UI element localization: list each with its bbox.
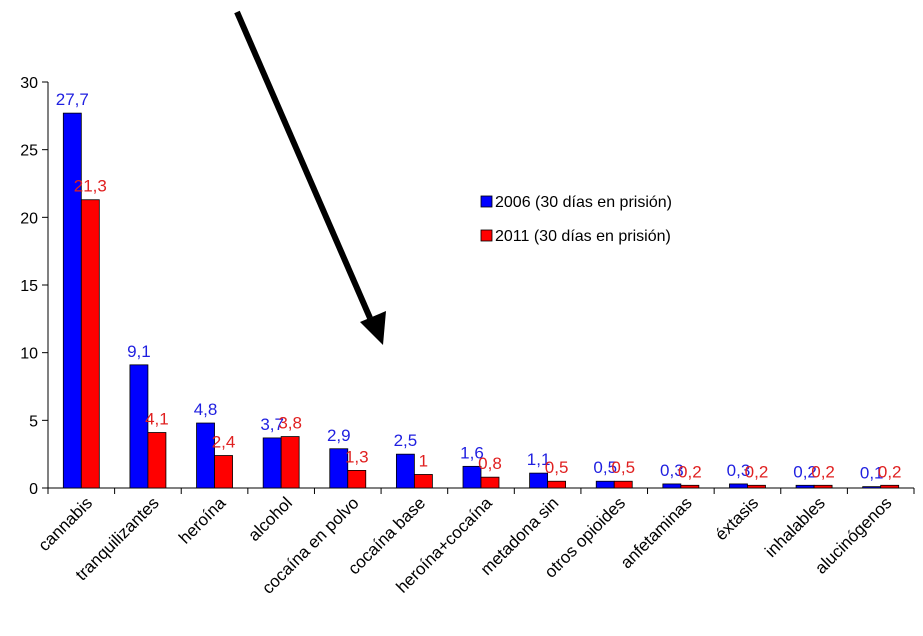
bar-2011-11 (813, 484, 833, 489)
data-label-2006-4: 2,9 (327, 426, 351, 445)
x-category-label: heroína (175, 493, 230, 548)
y-tick-label: 0 (29, 481, 38, 498)
chart-data-labels: 27,79,14,83,72,9 2,51,6 1,1 0,5 0,3 0,3 0,2 0,1… (56, 90, 902, 483)
legend-swatch-2011 (480, 229, 493, 242)
bar-2006-9 (662, 483, 682, 489)
data-label-2011-6: 0,8 (478, 454, 502, 473)
bar-2011-8 (613, 480, 633, 489)
data-label-2006-3: 3,7 (260, 415, 284, 434)
bar-2011-6 (480, 476, 500, 489)
bar-2011-2 (214, 455, 233, 489)
y-tick-label: 10 (20, 346, 38, 363)
y-tick-label: 5 (29, 413, 38, 430)
legend-swatch-2006 (480, 195, 493, 208)
data-label-2011-3: 3,8 (278, 414, 302, 433)
x-category-label: cannabis (35, 493, 97, 555)
bar-2011-12 (880, 484, 900, 489)
bar-2011-0 (80, 199, 100, 489)
data-label-2011-2: 2,4 (212, 433, 236, 452)
x-category-label: éxtasis (711, 493, 762, 544)
data-label-2006-8: 0,5 (593, 458, 617, 477)
y-tick-label: 30 (20, 75, 38, 92)
bar-2006-4 (329, 448, 349, 489)
data-label-2006-1: 9,1 (127, 342, 151, 361)
y-tick-label: 15 (20, 278, 38, 295)
y-tick-label: 25 (20, 143, 38, 160)
data-label-2011-5: 1 (419, 451, 428, 470)
data-label-2011-1: 4,1 (145, 410, 169, 429)
data-label-2006-12: 0,1 (860, 464, 884, 483)
data-label-2011-12: 0,2 (878, 462, 902, 481)
data-label-2006-11: 0,2 (793, 462, 817, 481)
x-category-label: alcohol (244, 493, 296, 545)
data-label-2011-0: 21,3 (74, 177, 107, 196)
data-label-2006-2: 4,8 (194, 400, 218, 419)
bar-2011-7 (547, 480, 567, 489)
chart-bars (62, 112, 900, 489)
chart-legend: 2006 (30 días en prisión) 2011 (30 días e… (480, 194, 672, 245)
legend-label-2006: 2006 (30 días en prisión) (495, 194, 672, 211)
data-label-2006-5: 2,5 (394, 431, 418, 450)
bar-2011-3 (280, 436, 300, 489)
chart-axes: 0 5 10 15 20 25 30 (20, 75, 915, 498)
bar-2006-11 (795, 484, 815, 489)
bar-2006-3 (262, 437, 282, 489)
data-label-2006-7: 1,1 (527, 450, 551, 469)
bar-2006-8 (595, 480, 615, 489)
data-label-2006-10: 0,3 (727, 461, 751, 480)
bar-2011-1 (147, 432, 167, 489)
bar-2011-9 (680, 484, 700, 489)
data-label-2011-7: 0,5 (545, 458, 569, 477)
data-label-2011-9: 0,2 (678, 462, 702, 481)
bar-2006-1 (129, 364, 149, 489)
x-category-label: anfetaminas (617, 493, 696, 572)
annotation-arrow (234, 10, 386, 345)
data-label-2006-0: 27,7 (56, 90, 89, 109)
data-label-2011-11: 0,2 (811, 462, 835, 481)
bar-2006-5 (395, 453, 415, 489)
bar-2011-4 (347, 470, 367, 489)
y-tick-label: 20 (20, 210, 38, 227)
data-label-2011-8: 0,5 (611, 458, 635, 477)
data-label-2006-6: 1,6 (460, 443, 484, 462)
data-label-2006-9: 0,3 (660, 461, 684, 480)
bar-2006-0 (62, 112, 82, 489)
x-category-label: inhalables (761, 493, 829, 561)
bar-2011-5 (413, 474, 433, 489)
data-label-2011-4: 1,3 (345, 447, 369, 466)
bar-2006-10 (729, 483, 748, 489)
bar-2011-10 (747, 484, 766, 489)
data-label-2011-10: 0,2 (745, 462, 769, 481)
bar-2006-7 (529, 472, 549, 489)
bar-2006-12 (862, 486, 882, 489)
legend-label-2011: 2011 (30 días en prisión) (495, 228, 671, 245)
